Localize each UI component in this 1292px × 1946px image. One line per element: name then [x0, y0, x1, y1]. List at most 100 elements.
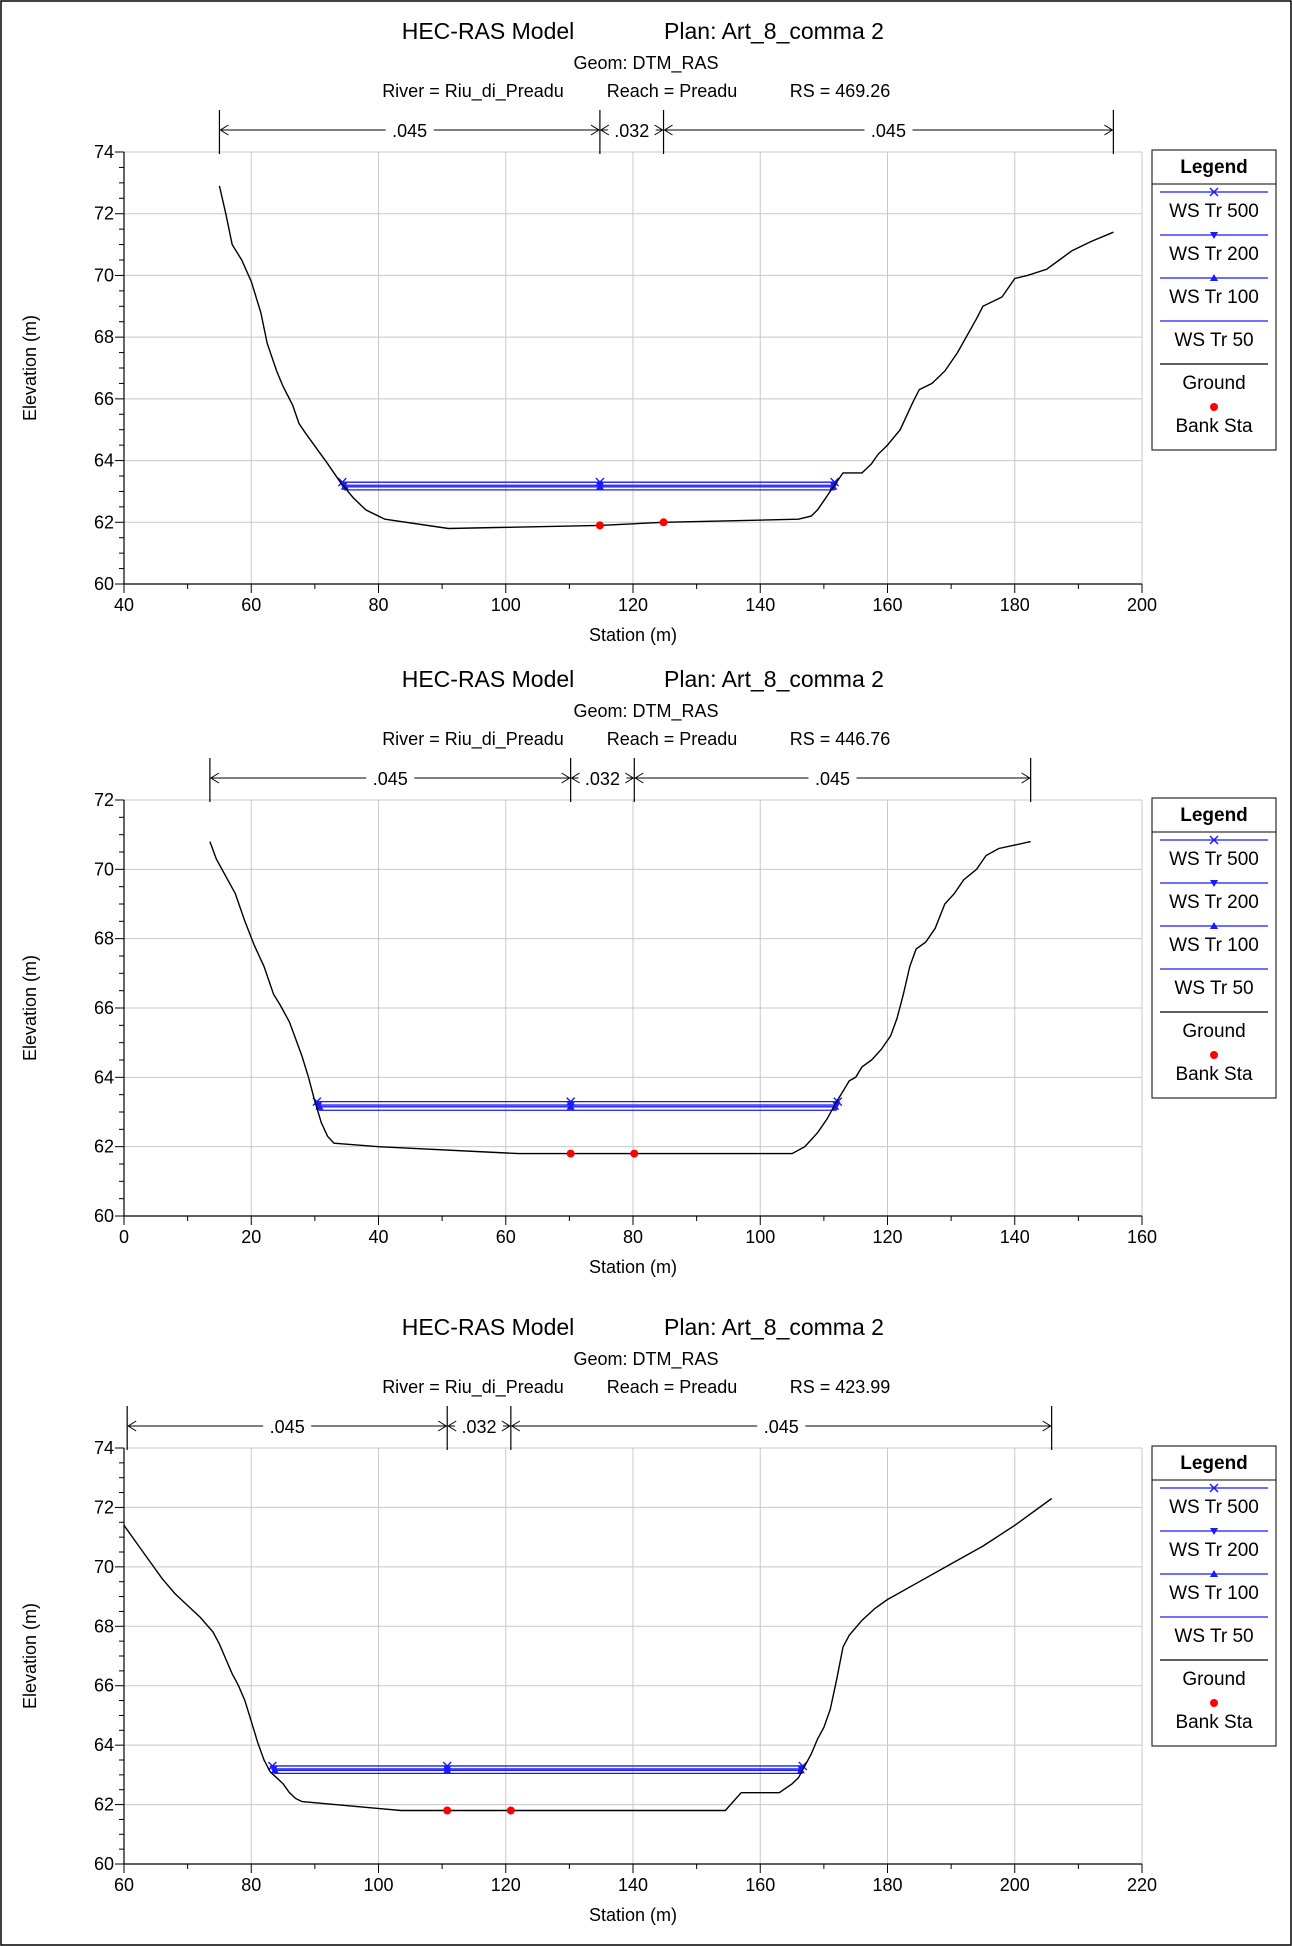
x-tick-label: 120: [872, 1227, 902, 1247]
x-tick-label: 80: [623, 1227, 643, 1247]
y-axis-label: Elevation (m): [20, 955, 40, 1061]
x-tick-label: 40: [114, 595, 134, 615]
triangle-up-marker: [1210, 922, 1218, 929]
mannings-arrow-head: [570, 772, 580, 784]
x-tick-label: 60: [241, 595, 261, 615]
x-tick-label: 120: [618, 595, 648, 615]
x-tick-label: 200: [1127, 595, 1157, 615]
mannings-bar: .045 .032 .045: [126, 1406, 1053, 1450]
legend-title: Legend: [1180, 1453, 1248, 1474]
mannings-arrow-head: [625, 772, 635, 784]
mannings-bar: .045 .032 .045: [209, 758, 1032, 802]
bank-dot-marker: [630, 1149, 639, 1158]
chart-1: HEC-RAS Model Plan: Art_8_comma 2 Geom: DT…: [20, 18, 1277, 645]
x-tick-label: 100: [745, 1227, 775, 1247]
y-tick-label: 66: [94, 389, 114, 409]
mannings-n-label: .045: [815, 769, 850, 789]
x-tick-label: 140: [1000, 1227, 1030, 1247]
plan-label: Plan: Art_8_comma 2: [664, 666, 884, 692]
x-tick-label: 220: [1127, 1875, 1157, 1895]
mannings-bar: .045 .032 .045: [218, 110, 1114, 154]
mannings-n-label: .032: [462, 1417, 497, 1437]
legend-title: Legend: [1180, 157, 1248, 178]
y-tick-label: 68: [94, 929, 114, 949]
x-tick-label: 160: [872, 595, 902, 615]
river-label: River = Riu_di_Preadu: [382, 81, 564, 102]
legend-title: Legend: [1180, 805, 1248, 826]
bank-dot-marker: [566, 1149, 575, 1158]
legend-item-label: Bank Sta: [1175, 416, 1253, 437]
chart-2: HEC-RAS Model Plan: Art_8_comma 2 Geom: DT…: [20, 666, 1277, 1277]
legend-item-label: WS Tr 50: [1174, 330, 1253, 351]
y-tick-label: 60: [94, 1206, 114, 1226]
triangle-up-marker: [796, 1766, 805, 1774]
bank-dot-marker: [506, 1806, 515, 1815]
triangle-up-marker: [340, 482, 349, 490]
x-tick-label: 100: [363, 1875, 393, 1895]
x-tick-label: 80: [241, 1875, 261, 1895]
mannings-arrow-head: [501, 1420, 511, 1432]
legend-item-label: WS Tr 200: [1169, 1540, 1259, 1561]
mannings-arrow-head: [663, 124, 673, 136]
x-tick-label: 160: [1127, 1227, 1157, 1247]
legend-item-label: WS Tr 500: [1169, 201, 1259, 222]
x-marker: [1209, 187, 1219, 197]
mannings-arrow-head: [654, 124, 664, 136]
legend-item-label: WS Tr 200: [1169, 892, 1259, 913]
y-axis-label: Elevation (m): [20, 1603, 40, 1709]
x-marker: [1209, 1483, 1219, 1493]
plan-label: Plan: Art_8_comma 2: [664, 18, 884, 44]
legend-item-label: WS Tr 50: [1174, 978, 1253, 999]
triangle-up-marker: [270, 1766, 279, 1774]
x-marker: [312, 1097, 322, 1107]
y-tick-label: 74: [94, 142, 114, 162]
rs-label: RS = 469.26: [790, 81, 891, 101]
x-tick-label: 200: [1000, 1875, 1030, 1895]
mannings-n-label: .045: [270, 1417, 305, 1437]
mannings-arrow-head: [1021, 772, 1031, 784]
legend-item-label: WS Tr 100: [1169, 287, 1259, 308]
y-tick-label: 72: [94, 204, 114, 224]
mannings-arrow-head: [590, 124, 600, 136]
legend-item-label: WS Tr 200: [1169, 244, 1259, 265]
mannings-n-label: .032: [614, 121, 649, 141]
ground-profile: [209, 840, 1031, 1155]
triangle-down-marker: [1210, 232, 1218, 239]
bank-dot-marker: [1210, 403, 1218, 411]
reach-label: Reach = Preadu: [607, 81, 738, 101]
y-tick-label: 72: [94, 1497, 114, 1517]
reach-label: Reach = Preadu: [607, 729, 738, 749]
mannings-arrow-head: [510, 1420, 521, 1432]
legend-item-label: WS Tr 100: [1169, 935, 1259, 956]
y-tick-label: 74: [94, 1438, 114, 1458]
mannings-arrow-head: [447, 1420, 457, 1432]
y-tick-label: 62: [94, 1137, 114, 1157]
ground-profile: [123, 1497, 1053, 1812]
chart-title: HEC-RAS Model: [402, 1314, 575, 1340]
x-tick-label: 180: [1000, 595, 1030, 615]
x-tick-label: 20: [241, 1227, 261, 1247]
mannings-n-label: .045: [764, 1417, 799, 1437]
mannings-n-label: .045: [373, 769, 408, 789]
legend-box: [1151, 797, 1277, 1099]
mannings-arrow-head: [127, 1420, 137, 1432]
mannings-arrow-head: [437, 1420, 448, 1432]
bank-dot-marker: [443, 1806, 452, 1815]
mannings-arrow-head: [634, 772, 644, 784]
bank-dot-marker: [595, 521, 604, 530]
triangle-up-marker: [1210, 1570, 1218, 1577]
chart-3: HEC-RAS Model Plan: Art_8_comma 2 Geom: DT…: [20, 1314, 1277, 1925]
water-surface-ws-tr-100: [270, 1766, 805, 1774]
legend-item-label: Ground: [1182, 1021, 1245, 1042]
rs-label: RS = 423.99: [790, 1377, 891, 1397]
geom-label: Geom: DTM_RAS: [573, 701, 718, 722]
river-label: River = Riu_di_Preadu: [382, 729, 564, 750]
legend-item-label: Bank Sta: [1175, 1064, 1253, 1085]
legend-item-label: WS Tr 500: [1169, 1497, 1259, 1518]
y-tick-label: 68: [94, 1616, 114, 1636]
x-marker: [1209, 835, 1219, 845]
y-tick-label: 64: [94, 1735, 114, 1755]
chart-title: HEC-RAS Model: [402, 18, 575, 44]
y-tick-label: 66: [94, 998, 114, 1018]
